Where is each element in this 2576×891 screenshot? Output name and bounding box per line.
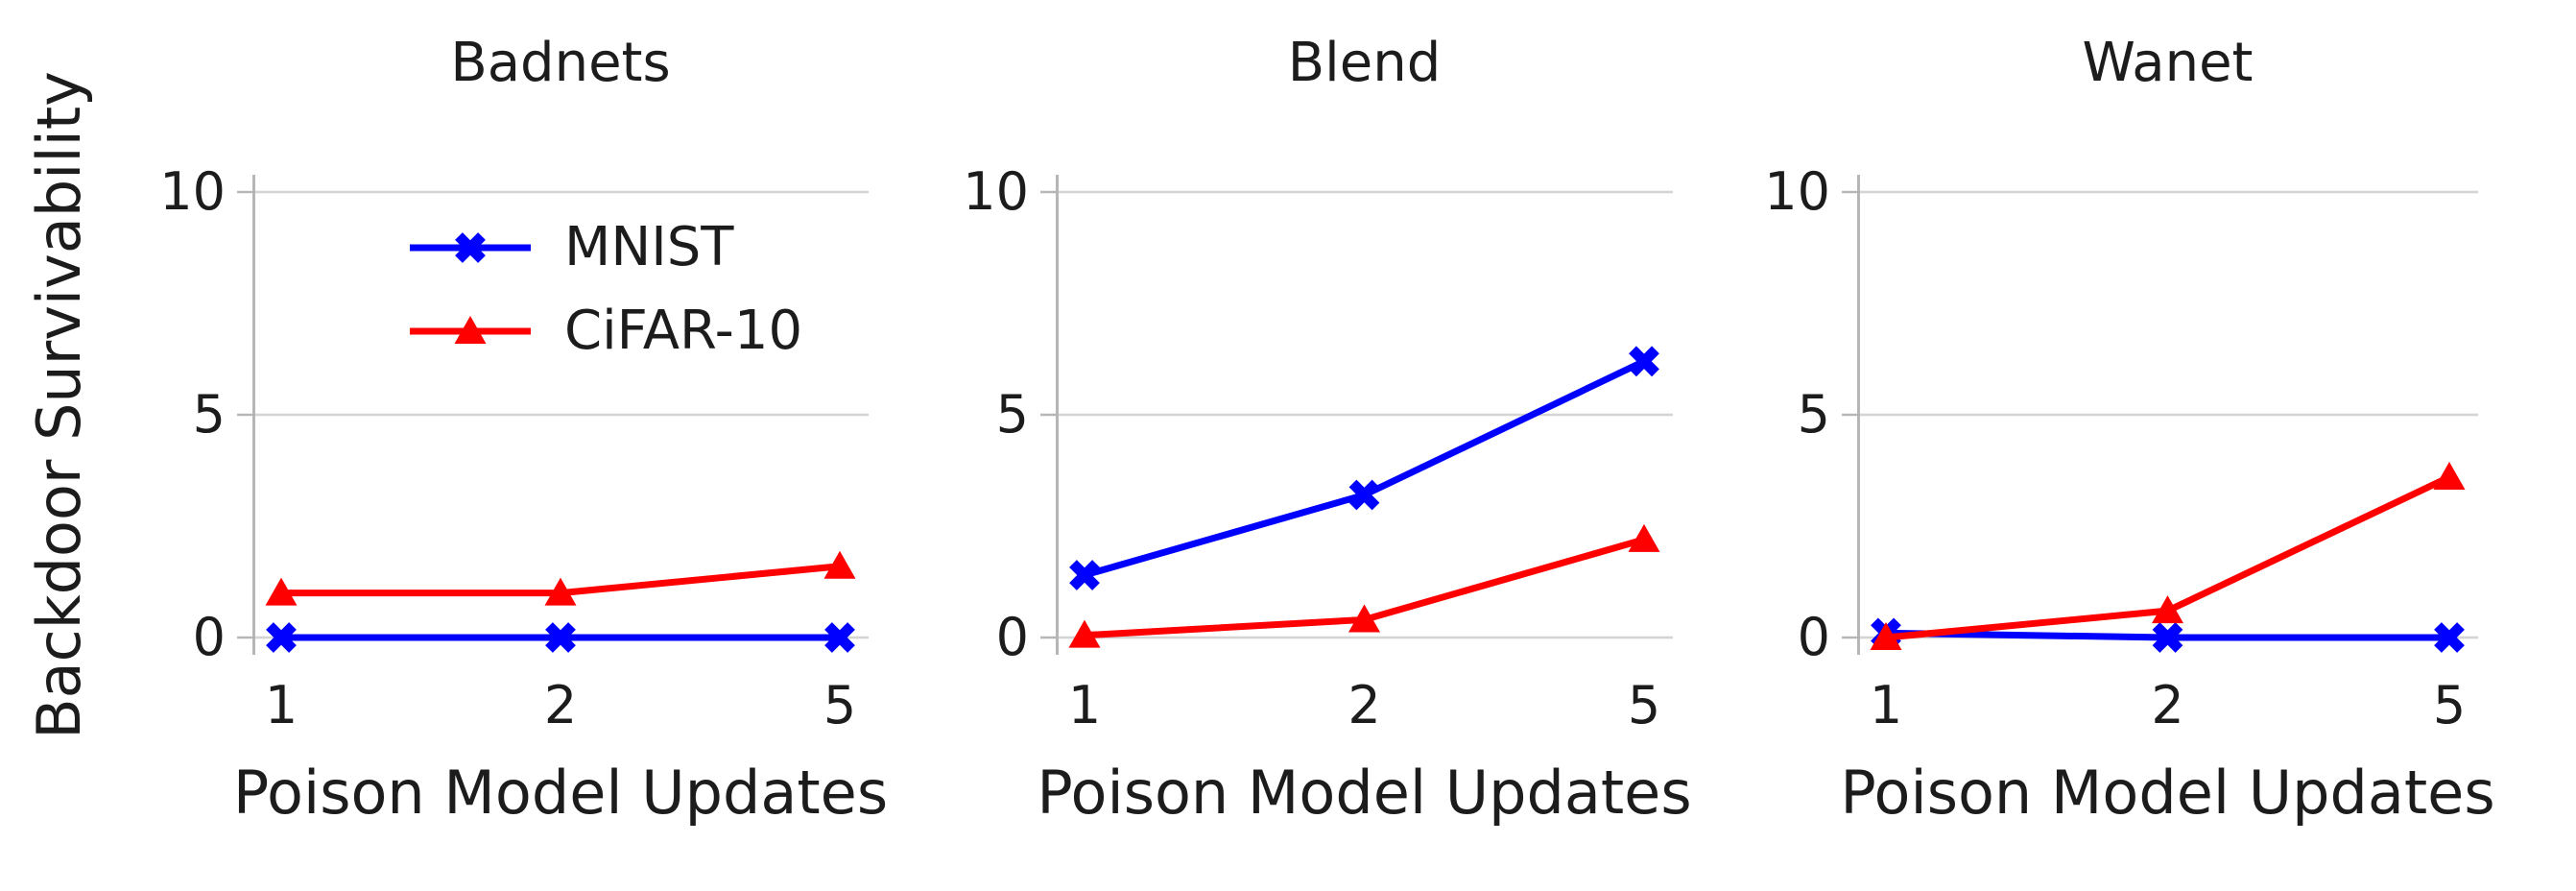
triangle-marker-icon: [1068, 619, 1101, 648]
panel-title: Badnets: [450, 32, 671, 94]
triangle-marker-icon: [1348, 604, 1380, 633]
x-tick-label: 1: [1869, 675, 1903, 735]
triangle-marker-icon: [544, 577, 577, 606]
y-tick-label: 10: [159, 161, 226, 222]
x-marker-icon: [1069, 560, 1100, 590]
triangle-marker-icon: [1870, 622, 1902, 650]
x-tick-label: 2: [2151, 675, 2184, 735]
panel-title: Wanet: [2082, 32, 2254, 94]
y-tick-label: 0: [1797, 607, 1830, 667]
triangle-marker-icon: [1628, 523, 1660, 552]
x-axis-label: Poison Model Updates: [232, 758, 889, 828]
y-tick-label: 10: [963, 161, 1029, 222]
plot-area: [1842, 175, 2478, 655]
x-marker-icon: [1348, 479, 1380, 511]
triangle-marker-icon: [2152, 595, 2183, 624]
x-marker-icon: [2434, 622, 2465, 653]
y-tick-label: 0: [995, 607, 1029, 667]
panel-blend: Blend 10 5 0 1 2 5 Poison Model Updates: [963, 32, 1691, 828]
y-tick-label: 5: [192, 384, 226, 445]
x-tick-label: 5: [2432, 675, 2467, 735]
x-axis-label: Poison Model Updates: [1840, 758, 2495, 828]
y-tick-label: 5: [995, 384, 1029, 445]
y-tick-label: 5: [1797, 384, 1830, 445]
x-tick-label: 1: [264, 675, 298, 735]
x-axis-label: Poison Model Updates: [1037, 758, 1692, 828]
triangle-marker-icon: [265, 577, 298, 606]
y-tick-label: 10: [1764, 161, 1830, 222]
x-marker-icon: [2152, 622, 2183, 653]
x-marker-icon: [824, 622, 855, 653]
x-tick-label: 5: [1627, 675, 1661, 735]
x-tick-label: 2: [543, 675, 578, 735]
y-tick-label: 0: [192, 607, 226, 667]
series-line-MNIST: [1084, 358, 1646, 579]
x-tick-label: 2: [1348, 675, 1381, 735]
plot-area: [1040, 175, 1673, 655]
y-axis-label: Backdoor Survivability: [24, 71, 94, 739]
panel-wanet: Wanet 10 5 0 1 2 5 Poison Model Updates: [1764, 32, 2494, 828]
x-marker-icon: [1629, 346, 1659, 377]
x-marker-icon: [545, 622, 576, 653]
x-tick-label: 1: [1067, 675, 1102, 735]
x-marker-icon: [266, 622, 297, 653]
x-tick-label: 5: [823, 675, 857, 735]
triangle-marker-icon: [2433, 461, 2466, 490]
triangle-marker-icon: [823, 550, 856, 579]
panel-title: Blend: [1287, 32, 1442, 94]
plot-area: [237, 175, 869, 655]
panel-badnets: Badnets 10 5 0 1 2 5 Poison Model Update…: [159, 32, 888, 828]
